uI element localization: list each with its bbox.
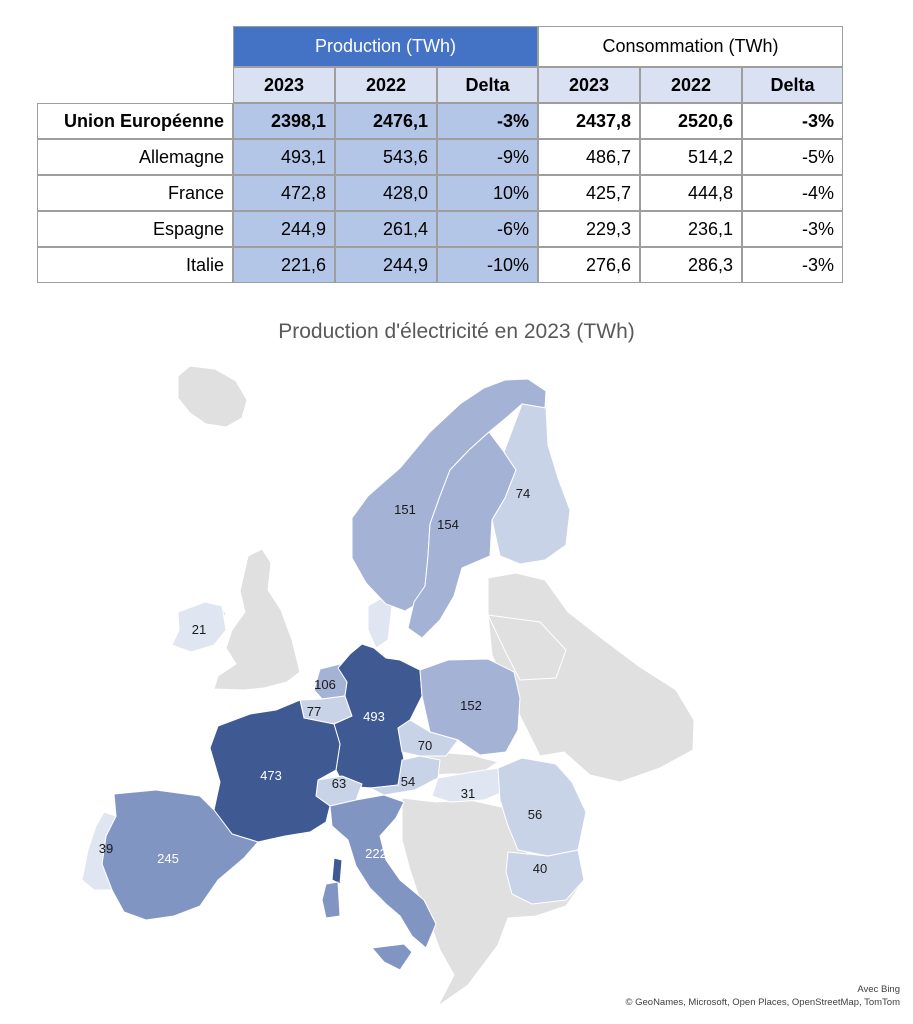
table-cell: 428,0 — [335, 175, 437, 211]
map-credit-sources: © GeoNames, Microsoft, Open Places, Open… — [625, 997, 900, 1008]
table-cell: 472,8 — [233, 175, 335, 211]
region-label: 154 — [437, 517, 459, 532]
table-cell: 2476,1 — [335, 103, 437, 139]
map-title: Production d'électricité en 2023 (TWh) — [278, 320, 635, 343]
belarus-lithuania-shape — [487, 614, 567, 681]
finland-shape — [491, 403, 571, 565]
table-cell: 276,6 — [538, 247, 640, 283]
table-cell: 2398,1 — [233, 103, 335, 139]
region-label: 222 — [365, 846, 387, 861]
energy-table: Production (TWh) Consommation (TWh) 2023… — [0, 0, 913, 290]
table-cell: -4% — [742, 175, 843, 211]
region-label: 245 — [157, 851, 179, 866]
czechia-shape — [397, 719, 459, 757]
portugal-shape — [81, 811, 117, 891]
region-label: 40 — [533, 861, 547, 876]
sardinia-shape — [321, 881, 341, 919]
region-label: 54 — [401, 774, 415, 789]
table-cell: 236,1 — [640, 211, 742, 247]
iceland-shape — [177, 365, 248, 428]
great-britain-shape — [213, 548, 301, 691]
italy-shape — [329, 794, 437, 949]
table-cell: 229,3 — [538, 211, 640, 247]
region-label: 63 — [332, 776, 346, 791]
row-name: France — [37, 175, 233, 211]
bulgaria-shape — [505, 849, 585, 905]
table-cell: 2437,8 — [538, 103, 640, 139]
table-cell: -9% — [437, 139, 538, 175]
corsica-shape — [331, 857, 343, 885]
table-cell: 244,9 — [335, 247, 437, 283]
region-label: 106 — [314, 677, 336, 692]
region-label: 77 — [307, 704, 321, 719]
table-cell: 244,9 — [233, 211, 335, 247]
table-cell: 444,8 — [640, 175, 742, 211]
region-label: 21 — [192, 622, 206, 637]
prod-2022-header: 2022 — [335, 67, 437, 103]
consommation-group-header: Consommation (TWh) — [538, 26, 843, 67]
region-label: 39 — [99, 841, 113, 856]
row-name: Italie — [37, 247, 233, 283]
table-cell: -3% — [742, 103, 843, 139]
region-label: 74 — [516, 486, 530, 501]
table-cell: -6% — [437, 211, 538, 247]
region-label: 473 — [260, 768, 282, 783]
table-cell: 10% — [437, 175, 538, 211]
production-group-header: Production (TWh) — [233, 26, 538, 67]
region-label: 31 — [461, 786, 475, 801]
table-cell: 261,4 — [335, 211, 437, 247]
austria-shape — [369, 755, 441, 796]
prod-2023-header: 2023 — [233, 67, 335, 103]
table-cell: -10% — [437, 247, 538, 283]
table-cell: 286,3 — [640, 247, 742, 283]
prod-delta-header: Delta — [437, 67, 538, 103]
cons-2023-header: 2023 — [538, 67, 640, 103]
table-cell: 425,7 — [538, 175, 640, 211]
row-name: Allemagne — [37, 139, 233, 175]
hungary-shape — [431, 767, 509, 803]
region-label: 70 — [418, 738, 432, 753]
denmark-shape — [367, 597, 393, 649]
table-cell: 514,2 — [640, 139, 742, 175]
cons-2022-header: 2022 — [640, 67, 742, 103]
table-cell: -3% — [742, 211, 843, 247]
table-cell: 221,6 — [233, 247, 335, 283]
sweden-shape — [407, 431, 517, 639]
sicily-shape — [371, 943, 413, 971]
row-name-eu: Union Européenne — [37, 103, 233, 139]
table-cell: -3% — [437, 103, 538, 139]
table-cell: -3% — [742, 247, 843, 283]
map-credit-bing: Avec Bing — [857, 984, 900, 995]
table-cell: 493,1 — [233, 139, 335, 175]
region-label: 152 — [460, 698, 482, 713]
cons-delta-header: Delta — [742, 67, 843, 103]
table-cell: 2520,6 — [640, 103, 742, 139]
region-label: 151 — [394, 502, 416, 517]
table-cell: 543,6 — [335, 139, 437, 175]
region-label: 56 — [528, 807, 542, 822]
region-label: 493 — [363, 709, 385, 724]
row-name: Espagne — [37, 211, 233, 247]
table-cell: -5% — [742, 139, 843, 175]
poland-shape — [419, 658, 521, 756]
table-cell: 486,7 — [538, 139, 640, 175]
europe-choropleth-map: 493 473 245 222 154 152 151 106 77 74 70… — [81, 365, 695, 1007]
ireland-shape — [171, 601, 227, 653]
